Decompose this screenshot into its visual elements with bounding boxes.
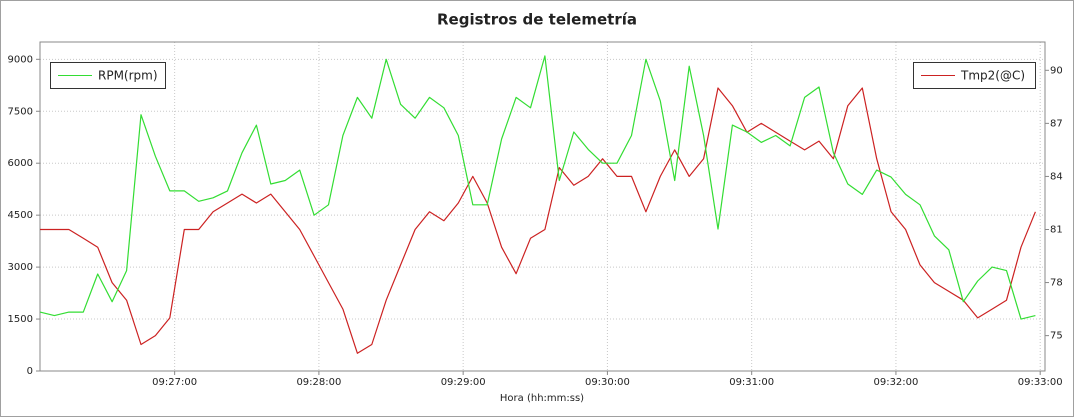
x-tick-label: 09:33:00 xyxy=(1018,377,1063,388)
y-tick-label: 6000 xyxy=(8,158,33,169)
x-tick-label: 09:30:00 xyxy=(585,377,630,388)
y-tick-label: 4500 xyxy=(8,210,33,221)
x-tick-label: 09:31:00 xyxy=(729,377,774,388)
chart-title: Registros de telemetría xyxy=(437,11,637,29)
legend-label: RPM(rpm) xyxy=(98,69,158,83)
x-tick-label: 09:29:00 xyxy=(441,377,486,388)
plot-area xyxy=(39,41,1046,372)
y2-tick-label: 75 xyxy=(1050,331,1063,342)
y2-tick-label: 78 xyxy=(1050,278,1063,289)
legend-label: Tmp2(@C) xyxy=(960,69,1025,83)
series-line xyxy=(40,87,1036,354)
y-tick-label: 9000 xyxy=(8,54,33,65)
x-tick-label: 09:27:00 xyxy=(152,377,197,388)
y-tick-label: 7500 xyxy=(8,106,33,117)
series-line xyxy=(39,55,1036,320)
y-tick-label: 0 xyxy=(27,366,33,377)
y-tick-label: 3000 xyxy=(8,262,33,273)
y2-tick-label: 81 xyxy=(1050,224,1063,235)
y2-tick-label: 87 xyxy=(1050,118,1063,129)
x-tick-label: 09:28:00 xyxy=(296,377,341,388)
y-tick-label: 1500 xyxy=(8,314,33,325)
x-axis-label: Hora (hh:mm:ss) xyxy=(500,393,584,404)
y2-tick-label: 90 xyxy=(1050,65,1063,76)
y2-tick-label: 84 xyxy=(1050,171,1063,182)
x-tick-label: 09:32:00 xyxy=(873,377,918,388)
